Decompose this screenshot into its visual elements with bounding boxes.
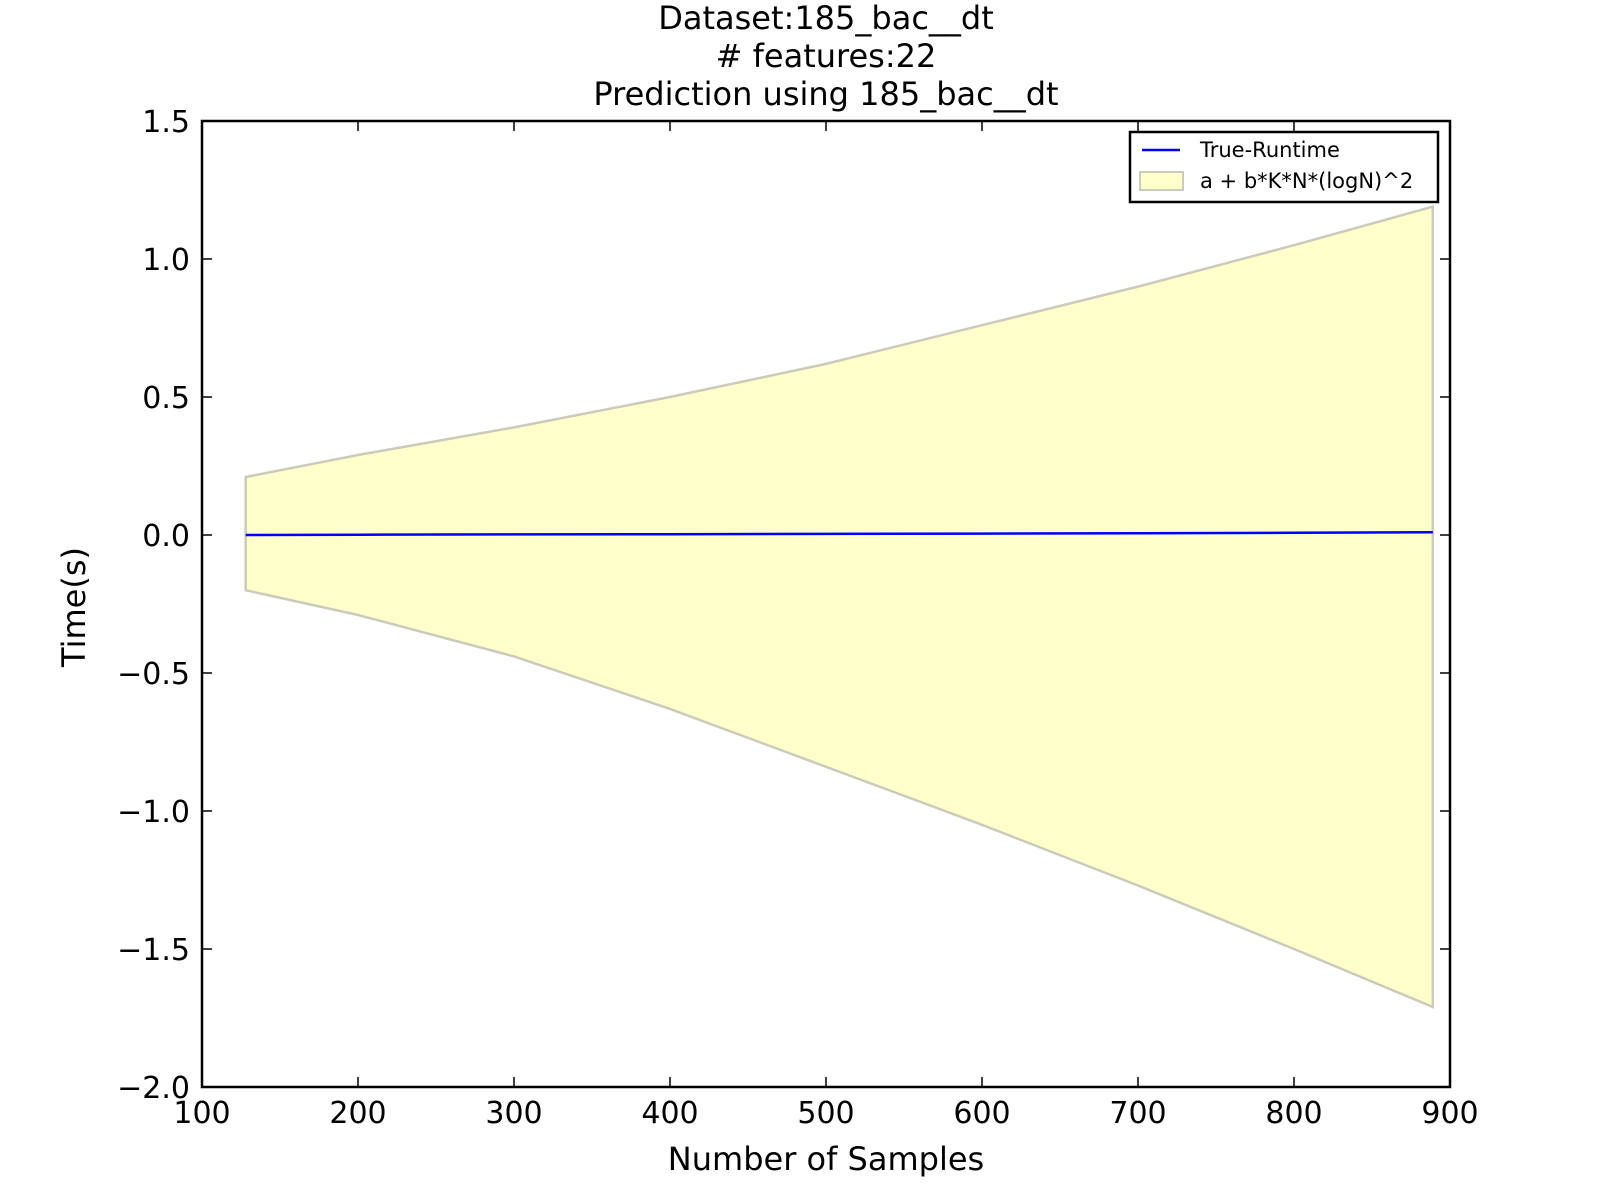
y-tick-label: 1.5 [142,105,190,140]
y-tick-label: 0.5 [142,381,190,416]
x-tick-label: 100 [173,1096,230,1131]
axes-layer: 100 200 300 400 500 600 700 800 900 1.5 1.0 0.5 0.0 −… [117,105,1478,1131]
x-tick-label: 300 [485,1096,542,1131]
y-tick-label: −2.0 [117,1071,190,1106]
x-tick-label: 200 [329,1096,386,1131]
chart-title-line-1: Dataset:185_bac__dt [658,0,994,37]
x-axis-label: Number of Samples [668,1140,984,1178]
x-tick-label: 600 [953,1096,1010,1131]
chart-title-line-2: # features:22 [716,37,937,75]
chart-title-line-3: Prediction using 185_bac__dt [593,75,1058,113]
band-area-prediction [244,204,1435,1009]
legend-swatch-band [1139,171,1184,191]
y-axis-label: Time(s) [55,547,93,668]
legend-label-true-runtime: True-Runtime [1199,138,1340,162]
y-tick-label: 1.0 [142,243,190,278]
x-tick-label: 700 [1109,1096,1166,1131]
y-tick-label: −1.0 [117,795,190,830]
y-tick-label: −0.5 [117,657,190,692]
legend-label-band: a + b*K*N*(logN)^2 [1200,169,1413,193]
y-tick-label: −1.5 [117,933,190,968]
x-tick-label: 800 [1265,1096,1322,1131]
y-tick-label: 0.0 [142,519,190,554]
x-tick-label: 900 [1421,1096,1478,1131]
x-tick-label: 500 [797,1096,854,1131]
line-true-runtime [245,530,1433,537]
plot-layer [244,204,1435,1009]
x-tick-label: 400 [641,1096,698,1131]
legend: True-Runtime a + b*K*N*(logN)^2 [1128,130,1440,204]
